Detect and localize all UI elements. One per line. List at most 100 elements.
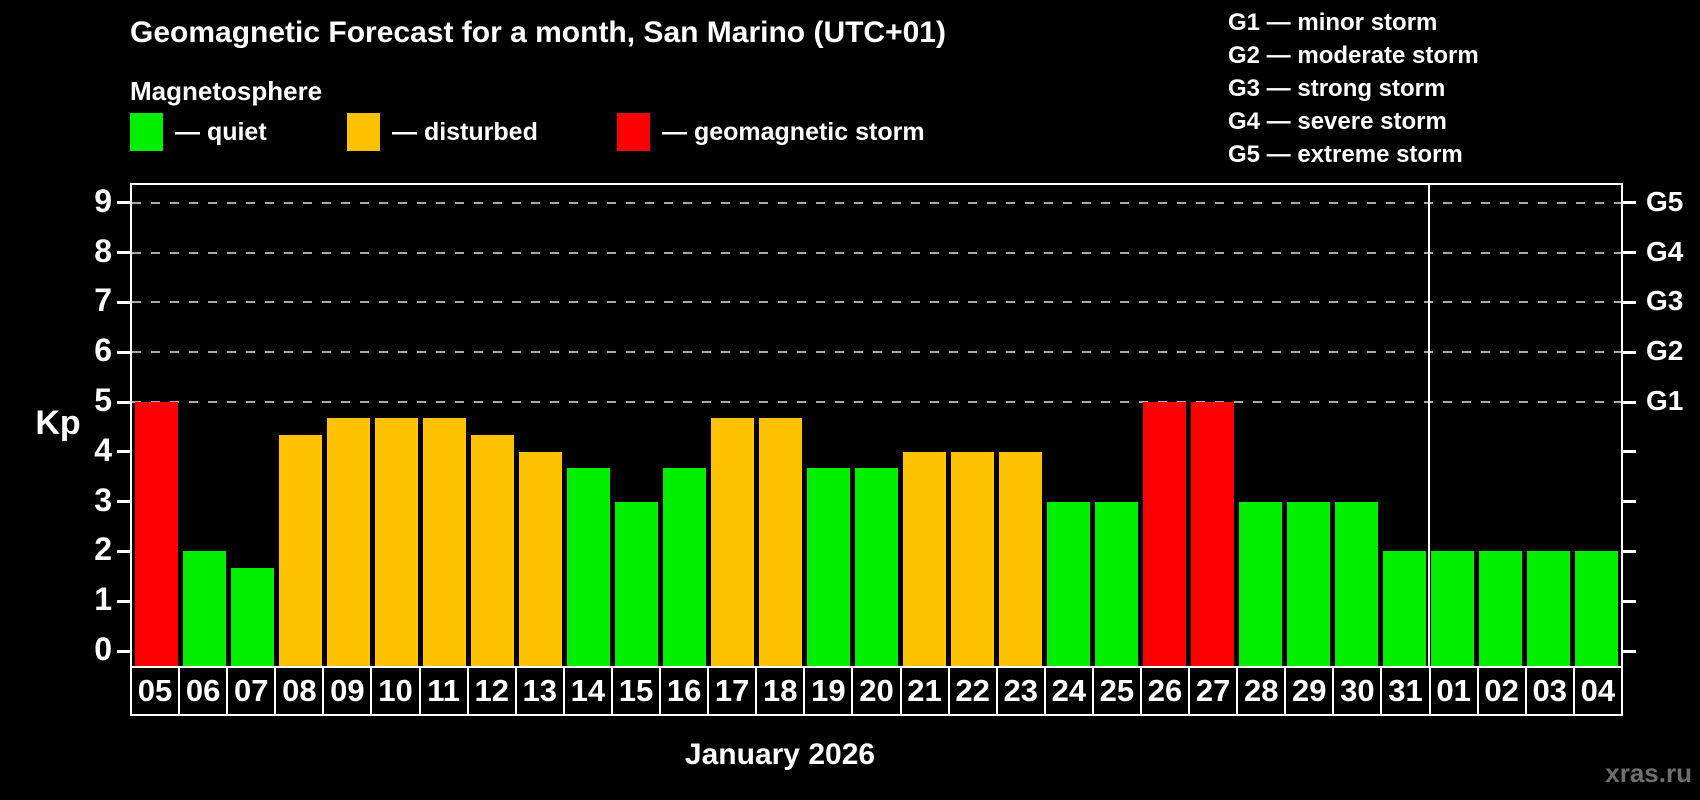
day-label-24: 24 [1045,668,1094,714]
day-label-11: 11 [420,668,469,714]
day-label-08: 08 [276,668,325,714]
left-axis-tick-0 [117,649,130,653]
kp-tick-label-5: 5 [94,382,112,418]
kp-bar-day-25 [1095,501,1139,666]
gridline-kp5 [132,401,1621,403]
kp-bar-day-06 [182,551,226,666]
kp-bar-day-04 [1575,551,1619,666]
kp-bar-day-10 [374,418,418,666]
kp-bar-day-20 [854,468,898,666]
day-label-04: 04 [1574,668,1621,714]
left-axis-tick-9 [117,201,130,205]
day-label-05: 05 [132,668,181,714]
day-label-16: 16 [661,668,710,714]
kp-bar-day-07 [230,567,274,666]
right-axis-tick-8 [1623,251,1636,255]
day-label-28: 28 [1238,668,1287,714]
right-axis-tick-3 [1623,500,1636,504]
right-axis-tick-4 [1623,450,1636,454]
kp-bar-day-23 [999,451,1043,666]
left-axis-tick-7 [117,300,130,304]
right-axis-tick-9 [1623,201,1636,205]
watermark-xras: xras.ru [1605,758,1692,788]
gridline-kp7 [132,301,1621,304]
kp-bar-day-15 [614,501,658,666]
magnetosphere-subtitle: Magnetosphere [130,76,323,106]
kp-bar-day-14 [566,468,610,666]
g-legend-line-g4: G4 — severe storm [1228,108,1447,135]
kp-bar-day-26 [1143,402,1187,666]
day-label-17: 17 [709,668,758,714]
right-axis-tick-1 [1623,599,1636,603]
month-separator-line [1427,185,1430,666]
legend-item-storm: — geomagnetic storm [617,113,925,151]
day-label-06: 06 [180,668,229,714]
gridline-kp6 [132,351,1621,354]
plot-area [130,183,1623,668]
kp-bar-day-22 [951,451,995,666]
kp-bar-day-03 [1527,551,1571,666]
day-label-20: 20 [853,668,902,714]
day-label-29: 29 [1286,668,1335,714]
kp-bar-day-01 [1431,551,1475,666]
kp-bar-day-16 [662,468,706,666]
day-label-22: 22 [949,668,998,714]
day-label-13: 13 [516,668,565,714]
kp-bar-day-29 [1287,501,1331,666]
disturbed-color-swatch [347,113,380,151]
day-label-01: 01 [1430,668,1479,714]
legend-item-quiet: — quiet [130,113,267,151]
legend-item-disturbed: — disturbed [347,113,538,151]
right-axis-tick-7 [1623,300,1636,304]
kp-bar-day-09 [326,418,370,666]
day-label-18: 18 [757,668,806,714]
kp-bar-day-30 [1335,501,1379,666]
gridline-kp8 [132,251,1621,254]
kp-bar-day-17 [710,418,754,666]
left-axis-tick-2 [117,549,130,553]
day-label-10: 10 [372,668,421,714]
kp-tick-label-8: 8 [94,232,112,269]
day-label-27: 27 [1190,668,1239,714]
g-tick-label-g3: G3 [1646,285,1684,317]
day-label-07: 07 [228,668,277,714]
day-label-09: 09 [324,668,373,714]
day-label-26: 26 [1141,668,1191,714]
kp-bar-day-24 [1047,501,1091,666]
left-axis-tick-5 [117,400,130,404]
kp-tick-label-3: 3 [94,481,112,518]
kp-tick-label-0: 0 [94,631,112,667]
g-tick-label-g5: G5 [1646,185,1684,217]
day-label-19: 19 [805,668,854,714]
kp-bar-day-19 [806,468,850,666]
day-label-03: 03 [1526,668,1575,714]
kp-tick-label-9: 9 [94,182,112,219]
day-axis-row: 05 06 07 08 09 10 11 12 13 14 15 16 17 18 19 20 21 22 23 24… [130,666,1623,716]
day-label-15: 15 [612,668,662,714]
right-axis-tick-6 [1623,350,1636,354]
quiet-color-swatch [130,113,163,151]
kp-axis-label: Kp [35,404,81,442]
kp-bar-day-11 [422,418,466,666]
day-label-23: 23 [997,668,1046,714]
day-label-30: 30 [1334,668,1383,714]
storm-color-swatch [617,113,650,151]
day-label-02: 02 [1478,668,1527,714]
kp-bar-day-27 [1191,402,1235,666]
kp-tick-label-1: 1 [94,581,112,618]
kp-tick-label-2: 2 [94,531,112,568]
day-label-14: 14 [564,668,613,714]
g-legend-line-g1: G1 — minor storm [1228,9,1438,36]
g-tick-label-g4: G4 [1646,235,1684,267]
kp-bar-day-13 [518,451,562,666]
g-tick-label-g1: G1 [1646,385,1684,416]
kp-bar-day-18 [758,418,802,666]
g-tick-label-g2: G2 [1646,335,1684,367]
left-axis-tick-8 [117,251,130,255]
kp-bar-day-21 [903,451,947,666]
left-axis-tick-6 [117,350,130,354]
right-axis-tick-5 [1623,400,1636,404]
g-legend-line-g2: G2 — moderate storm [1228,42,1479,69]
right-axis-tick-0 [1623,649,1636,653]
